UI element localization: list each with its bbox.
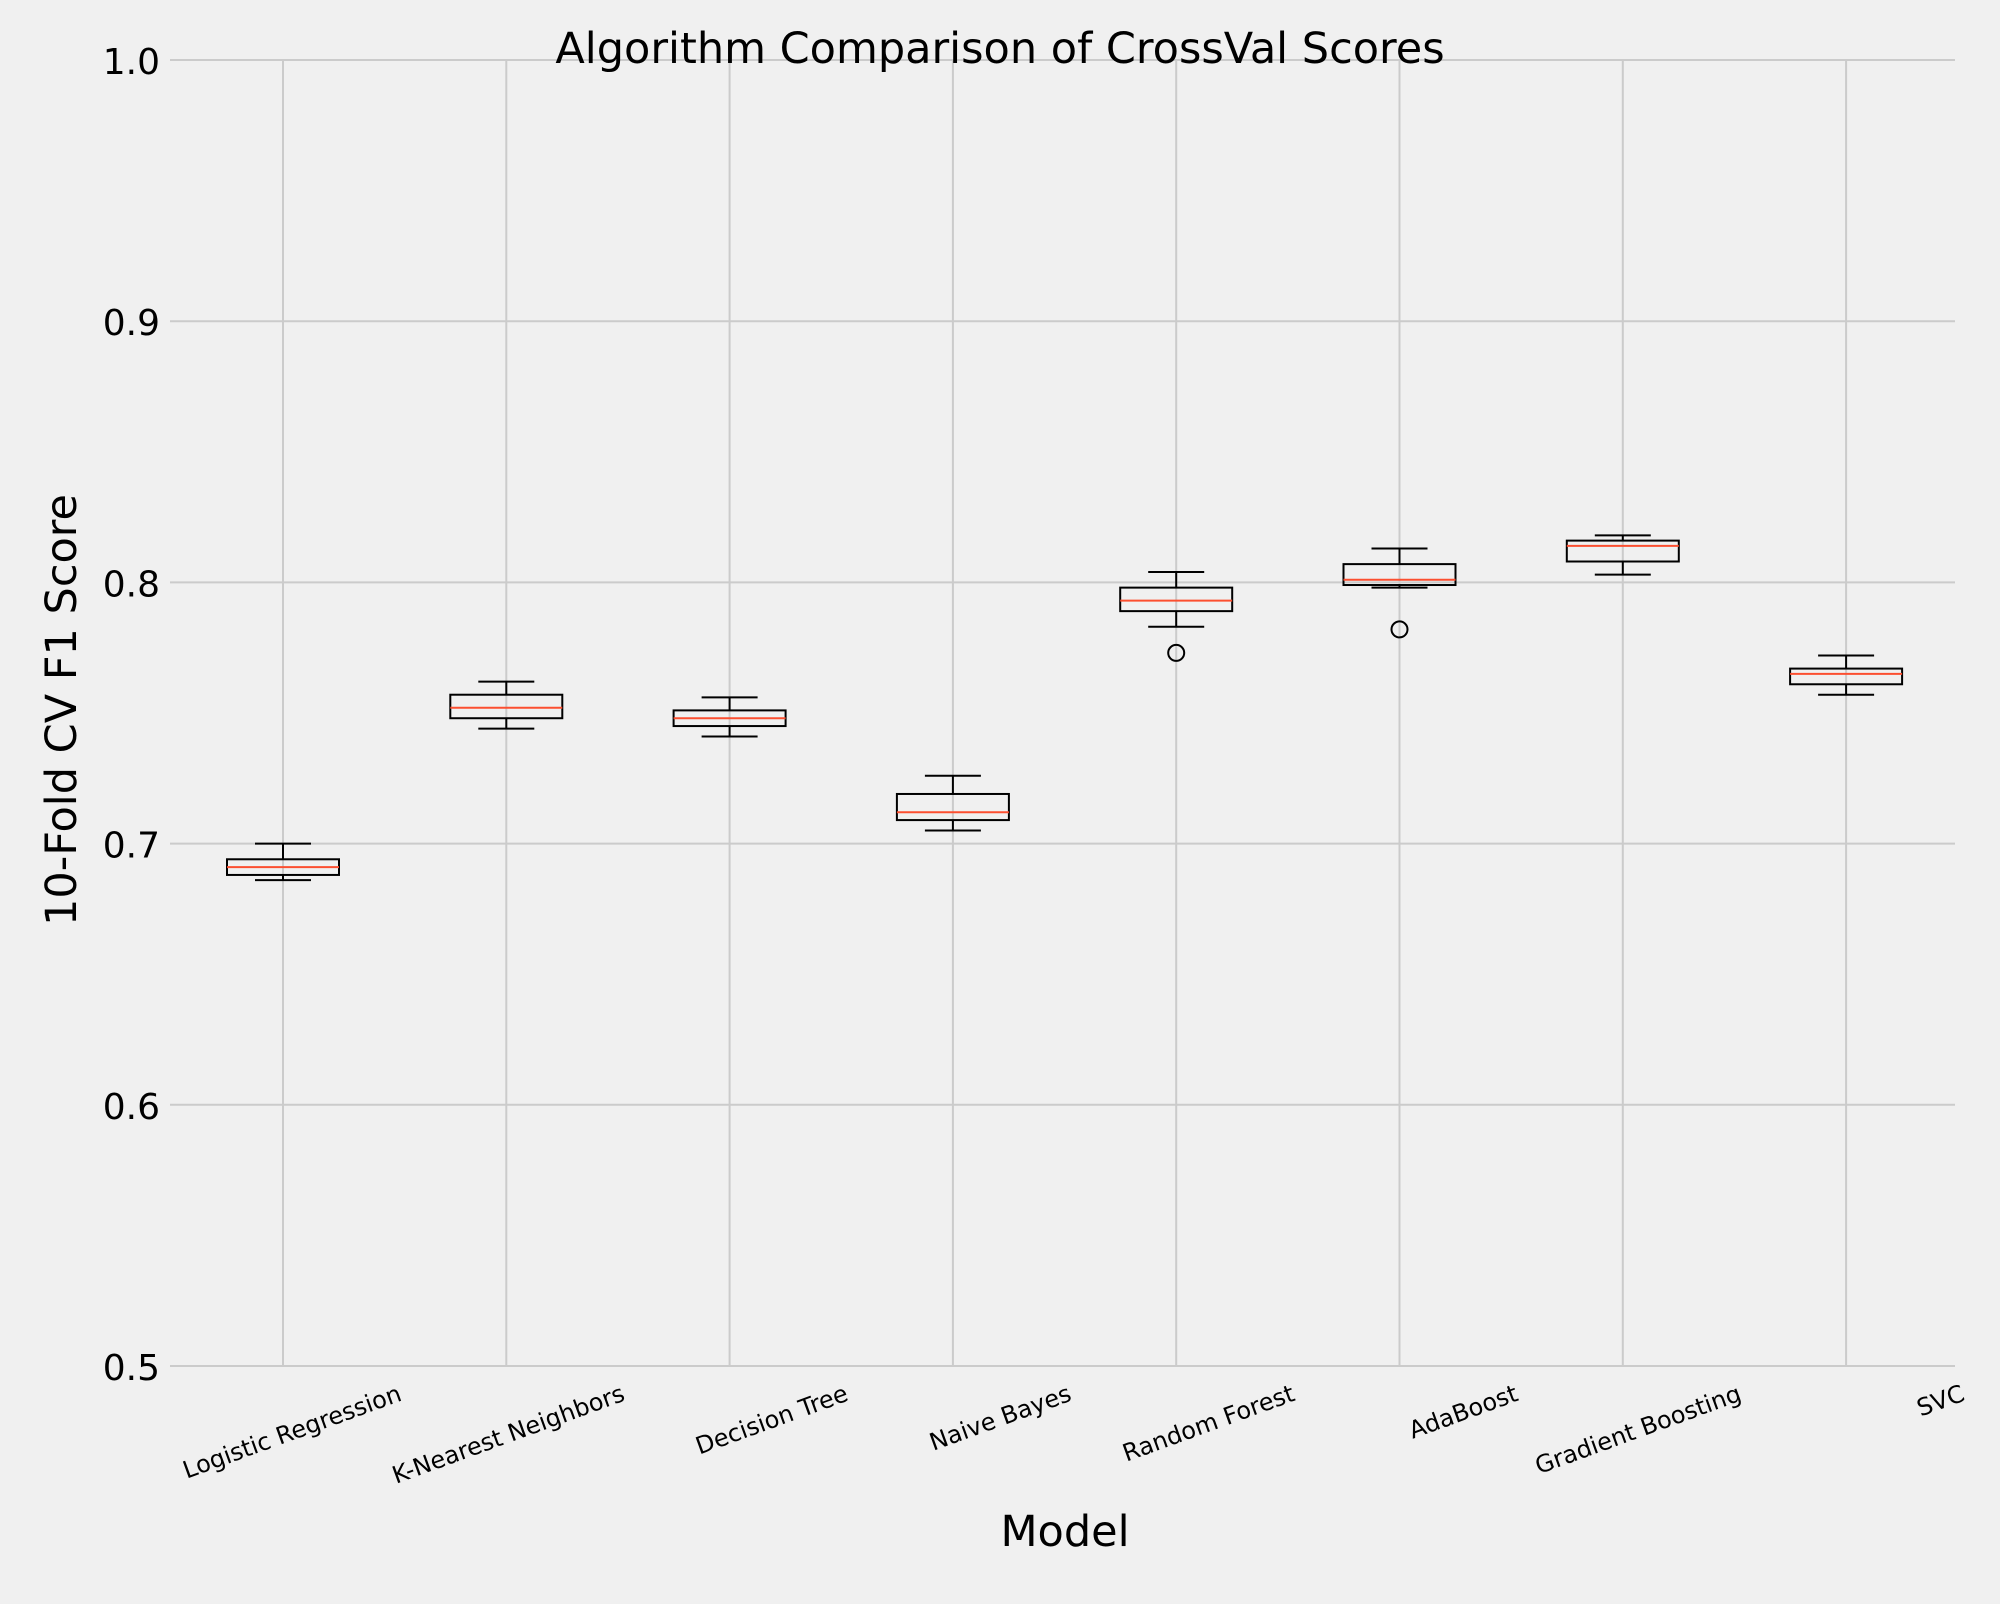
y-tick-label: 0.5 bbox=[103, 1348, 160, 1389]
box-gradient-boosting bbox=[1565, 534, 1680, 576]
grid-lines bbox=[170, 59, 1955, 1367]
y-tick-label: 1.0 bbox=[103, 42, 160, 83]
box-decision-tree bbox=[672, 696, 787, 738]
box-body bbox=[1565, 539, 1680, 563]
box-naive-bayes bbox=[895, 774, 1010, 832]
y-tick-label: 0.6 bbox=[103, 1087, 160, 1128]
box-body bbox=[1789, 667, 1904, 686]
chart-title: Algorithm Comparison of CrossVal Scores bbox=[555, 24, 1444, 74]
box-k-nearest-neighbors bbox=[449, 680, 564, 730]
box-random-forest bbox=[1119, 570, 1234, 662]
box-series bbox=[226, 534, 1904, 882]
box-logistic-regression bbox=[226, 842, 340, 882]
box-body bbox=[1119, 586, 1234, 613]
box-body bbox=[449, 693, 564, 720]
outlier-point bbox=[1167, 643, 1186, 662]
y-tick-label: 0.8 bbox=[103, 564, 160, 605]
box-svc bbox=[1789, 654, 1904, 696]
outlier-point bbox=[1390, 620, 1409, 639]
y-axis-label: 10-Fold CV F1 Score bbox=[37, 494, 87, 926]
box-body bbox=[1342, 563, 1457, 587]
y-tick-label: 0.9 bbox=[103, 303, 160, 344]
x-axis-label: Model bbox=[1000, 1507, 1129, 1557]
box-body bbox=[895, 792, 1010, 822]
y-tick-label: 0.7 bbox=[103, 826, 160, 867]
box-adaboost bbox=[1342, 547, 1457, 639]
